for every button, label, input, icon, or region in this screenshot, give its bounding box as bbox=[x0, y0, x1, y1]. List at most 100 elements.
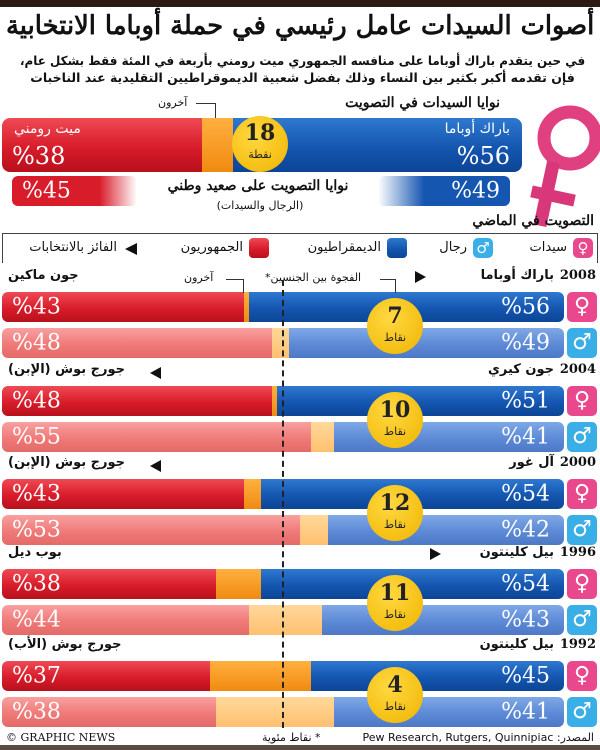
rep-segment bbox=[2, 292, 244, 322]
gap-unit: نقاط bbox=[383, 700, 407, 713]
rep-name: ميت رومني bbox=[14, 121, 81, 137]
page-title: أصوات السيدات عامل رئيسي في حملة أوباما … bbox=[5, 11, 595, 41]
election-year: 2004 bbox=[559, 362, 596, 377]
gender-gap-badge: 10 نقاط bbox=[367, 392, 423, 448]
rep-segment bbox=[2, 661, 210, 691]
dem-segment bbox=[322, 605, 564, 635]
rep-pct: %53 bbox=[12, 517, 61, 543]
women-icon: ♀ bbox=[567, 292, 597, 322]
dem-name: باراك أوباما bbox=[444, 121, 510, 137]
election-year: 2000 bbox=[559, 455, 596, 470]
rep-pct: %48 bbox=[12, 388, 61, 414]
others-segment bbox=[299, 515, 328, 545]
gap-value: 10 bbox=[379, 397, 411, 423]
past-voting-heading: التصويت في الماضي bbox=[472, 213, 594, 229]
dem-pct: %56 bbox=[501, 294, 550, 320]
others-label: آخرون bbox=[158, 96, 188, 109]
subtitle-row-1: في حين يتقدم باراك أوباما على منافسه الج… bbox=[20, 52, 585, 69]
men-icon: ♂ bbox=[567, 422, 597, 452]
gender-gap-annotation: الفجوة بين الجنسين* bbox=[265, 271, 362, 284]
others-segment bbox=[215, 569, 261, 599]
dem-pct: %49 bbox=[501, 330, 550, 356]
dem-pct: %51 bbox=[501, 388, 550, 414]
national-dem-bar: %49 bbox=[378, 176, 510, 206]
dem-segment bbox=[311, 661, 564, 691]
rep-pct: %44 bbox=[12, 607, 61, 633]
rep-pct: %38 bbox=[12, 699, 61, 725]
rep-segment bbox=[2, 422, 312, 452]
others-segment bbox=[243, 479, 261, 509]
women-intent-heading: نوايا السيدات في التصويت bbox=[345, 95, 500, 111]
election-year: 1992 bbox=[559, 637, 596, 652]
men-icon: ♂ bbox=[567, 328, 597, 358]
national-intent-heading: نوايا التصويت على صعيد وطني bbox=[167, 178, 349, 194]
winner-arrow-icon bbox=[125, 243, 137, 255]
dem-candidate: بيل كلينتون bbox=[479, 545, 554, 560]
women-intent-bar: ميت رومني %38 باراك أوباما %56 bbox=[2, 118, 522, 172]
subtitle-line-2: فإن تقدمه أكبر بكثير بين النساء وذلك بفض… bbox=[30, 70, 575, 85]
dem-pct: %43 bbox=[501, 607, 550, 633]
men-icon: ♂ bbox=[567, 515, 597, 545]
women-icon: ♀ bbox=[567, 569, 597, 599]
dem-pct: %54 bbox=[501, 481, 550, 507]
gap-unit: نقاط bbox=[383, 331, 407, 344]
dem-swatch bbox=[387, 238, 407, 258]
men-icon: ♂ bbox=[567, 605, 597, 635]
winner-arrow-icon bbox=[430, 548, 441, 560]
rep-candidate: جون ماكين bbox=[8, 268, 79, 283]
dem-pct: %56 bbox=[456, 142, 510, 170]
rep-pct: %38 bbox=[12, 571, 61, 597]
others-segment bbox=[209, 661, 312, 691]
dem-pct: %45 bbox=[501, 663, 550, 689]
dem-segment bbox=[288, 328, 564, 358]
rep-segment bbox=[2, 515, 300, 545]
men-bar: %38 %41 bbox=[2, 697, 564, 727]
gender-gap-badge: 12 نقاط bbox=[367, 485, 423, 541]
gender-gap-pointer bbox=[380, 279, 396, 293]
women-bar: %37 %45 bbox=[2, 661, 564, 691]
others-segment bbox=[271, 386, 278, 416]
subtitle: في حين يتقدم باراك أوباما على منافسه الج… bbox=[20, 52, 585, 86]
rep-segment bbox=[2, 697, 216, 727]
gap-value: 4 bbox=[387, 672, 403, 698]
others-segment bbox=[243, 292, 250, 322]
gap-unit: نقطة bbox=[248, 148, 272, 161]
men-icon: ♂ bbox=[473, 238, 493, 258]
gender-gap-badge: 4 نقاط bbox=[367, 667, 423, 723]
national-intent-sub: (الرجال والسيدات) bbox=[216, 199, 304, 212]
rep-pct: %43 bbox=[12, 481, 61, 507]
gap-value: 18 bbox=[244, 120, 276, 146]
dem-pct: %54 bbox=[501, 571, 550, 597]
women-icon: ♀ bbox=[573, 238, 593, 258]
gender-gap-badge: 7 نقاط bbox=[367, 298, 423, 354]
women-bar: %48 %51 bbox=[2, 386, 564, 416]
women-icon: ♀ bbox=[567, 661, 597, 691]
others-segment bbox=[311, 422, 334, 452]
rep-swatch bbox=[249, 238, 269, 258]
gap-value: 7 bbox=[387, 303, 403, 329]
rep-pct: %38 bbox=[12, 142, 66, 170]
rep-segment bbox=[2, 386, 272, 416]
rep-segment bbox=[2, 328, 272, 358]
women-icon: ♀ bbox=[567, 479, 597, 509]
credit: © GRAPHIC NEWS bbox=[6, 731, 116, 744]
legend: ♀ سيدات ♂ رجال الديمقراطيون الجمهوريون ا… bbox=[2, 233, 598, 263]
bottom-border bbox=[0, 745, 600, 750]
dem-candidate: بيل كلينتون bbox=[479, 637, 554, 652]
rep-candidate: جورج بوش (الأب) bbox=[8, 637, 122, 652]
page-title-row: أصوات السيدات عامل رئيسي في حملة أوباما … bbox=[6, 8, 594, 44]
dem-candidate: باراك أوباما bbox=[480, 268, 554, 283]
rep-pct: %48 bbox=[12, 330, 61, 356]
men-icon: ♂ bbox=[567, 697, 597, 727]
footnote: * نقاط مئوية bbox=[262, 731, 321, 744]
gap-unit: نقاط bbox=[383, 608, 407, 621]
winner-arrow-icon bbox=[150, 367, 161, 379]
rep-pct: %37 bbox=[12, 663, 61, 689]
legend-women: سيدات bbox=[529, 240, 568, 255]
female-symbol-icon bbox=[530, 105, 600, 228]
legend-men: رجال bbox=[439, 240, 467, 255]
others-segment bbox=[271, 328, 289, 358]
rep-segment bbox=[2, 605, 250, 635]
legend-winner: الفائز بالانتخابات bbox=[29, 240, 117, 255]
